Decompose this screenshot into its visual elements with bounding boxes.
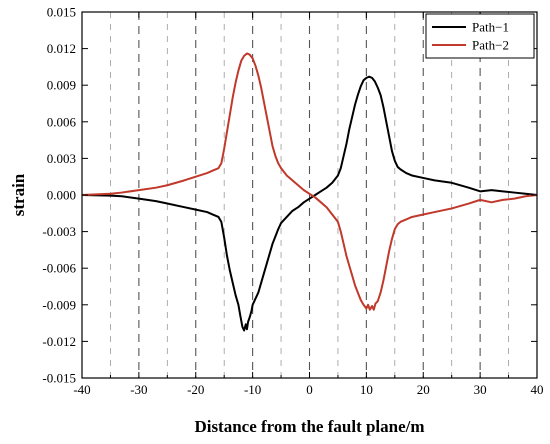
y-tick-label: -0.003 <box>42 224 76 239</box>
y-tick-label: 0.006 <box>47 114 77 129</box>
x-axis-title: Distance from the fault plane/m <box>194 417 424 436</box>
axis-ticks: -40 -30 -20 -10 0 10 20 30 40 -0.015 -0.012 -0.009 -… <box>42 5 543 398</box>
y-tick-label: 0.003 <box>47 151 76 166</box>
x-tick-label: -40 <box>73 382 90 397</box>
legend-label-1: Path−1 <box>472 20 509 35</box>
y-tick-label: -0.015 <box>42 371 76 386</box>
x-tick-label: 20 <box>417 382 430 397</box>
y-tick-label: 0.000 <box>47 188 76 203</box>
x-tick-label: 10 <box>360 382 373 397</box>
x-tick-label: 40 <box>531 382 544 397</box>
y-tick-label: -0.006 <box>42 261 76 276</box>
series-line-path-1 <box>81 75 538 332</box>
y-tick-label: -0.012 <box>42 334 76 349</box>
x-tick-label: -20 <box>187 382 204 397</box>
series-lines <box>81 52 538 332</box>
x-tick-label: -10 <box>244 382 261 397</box>
y-tick-label: -0.009 <box>42 297 76 312</box>
legend-box <box>425 13 535 59</box>
legend: Path−1 Path−2 <box>425 13 535 59</box>
y-tick-label: 0.009 <box>47 78 76 93</box>
x-tick-label: 0 <box>306 382 313 397</box>
grid-lines <box>110 12 509 378</box>
series-line-path-2 <box>81 52 538 311</box>
x-tick-label: 30 <box>474 382 487 397</box>
y-tick-label: 0.012 <box>47 41 76 56</box>
legend-label-2: Path−2 <box>472 38 509 53</box>
x-tick-label: -30 <box>130 382 147 397</box>
y-tick-label: 0.015 <box>47 5 76 20</box>
y-axis-title: strain <box>9 173 28 216</box>
